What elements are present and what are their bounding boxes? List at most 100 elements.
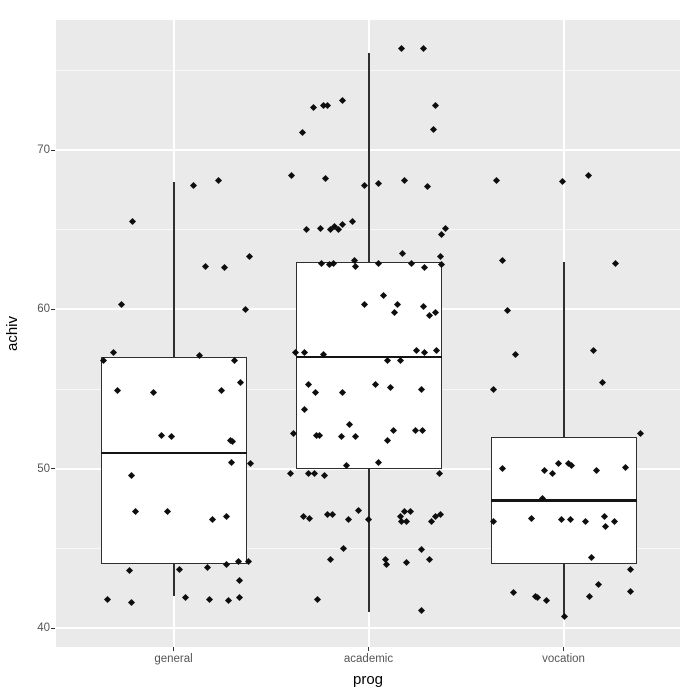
x-tick-mark-vocation: [563, 647, 564, 651]
jitter-point: [585, 592, 594, 600]
jitter-point: [498, 256, 507, 264]
jitter-point: [398, 250, 407, 258]
jitter-point: [636, 430, 645, 438]
jitter-point: [127, 598, 136, 607]
jitter-point: [338, 97, 347, 105]
y-tick-label-70: 70: [37, 144, 50, 157]
x-tick-mark-general: [173, 647, 174, 651]
jitter-point: [382, 560, 391, 568]
jitter-point: [626, 565, 635, 573]
jitter-point: [235, 594, 244, 602]
jitter-point: [374, 180, 383, 188]
whisker-upper-general: [172, 181, 175, 358]
jitter-point: [354, 506, 363, 514]
jitter-point: [321, 175, 330, 183]
median-vocation: [490, 499, 637, 502]
jitter-point: [246, 460, 255, 468]
jitter-point: [364, 516, 373, 524]
jitter-point: [558, 178, 567, 186]
jitter-point: [117, 301, 126, 309]
x-axis-title: prog: [352, 671, 384, 688]
jitter-point: [205, 595, 214, 603]
jitter-point: [419, 44, 428, 52]
jitter-point: [109, 348, 118, 356]
jitter-point: [313, 595, 322, 603]
y-axis-title: achiv: [4, 315, 21, 351]
jitter-point: [328, 511, 337, 519]
jitter-point: [431, 101, 440, 110]
jitter-point: [611, 259, 620, 267]
jitter-point: [310, 469, 319, 478]
jitter-point: [598, 379, 607, 387]
jitter-point: [400, 176, 409, 184]
plot-panel: [56, 20, 680, 647]
jitter-point: [441, 224, 450, 232]
jitter-point: [245, 253, 254, 261]
jitter-point: [492, 176, 501, 184]
y-tick-label-50: 50: [37, 462, 50, 475]
x-tick-label-general: general: [154, 653, 193, 665]
jitter-point: [203, 563, 212, 571]
x-tick-label-vocation: vocation: [542, 653, 585, 665]
jitter-point: [436, 253, 445, 261]
jitter-point: [305, 514, 314, 522]
jitter-point: [402, 559, 411, 567]
jitter-point: [503, 307, 512, 315]
jitter-point: [584, 172, 593, 180]
y-tick-label-40: 40: [37, 622, 50, 634]
jitter-point: [437, 230, 446, 239]
jitter-point: [125, 567, 134, 575]
jitter-point: [181, 594, 190, 602]
jitter-point: [302, 226, 311, 234]
y-tick-mark-70: [51, 149, 55, 151]
jitter-point: [286, 469, 295, 478]
whisker-upper-academic: [367, 52, 370, 262]
jitter-point: [323, 101, 332, 110]
jitter-point: [235, 576, 244, 584]
x-tick-mark-academic: [368, 647, 369, 651]
jitter-point: [309, 103, 318, 111]
whisker-upper-vocation: [562, 261, 565, 437]
jitter-point: [417, 546, 426, 554]
whisker-lower-vocation: [562, 564, 565, 617]
jitter-point: [423, 183, 432, 191]
jitter-point: [224, 597, 233, 605]
jitter-point: [339, 544, 348, 552]
jitter-point: [509, 589, 518, 597]
box-general: [100, 357, 247, 565]
whisker-lower-general: [172, 564, 175, 597]
jitter-point: [626, 587, 635, 595]
jitter-point: [214, 176, 223, 184]
jitter-point: [429, 125, 438, 133]
jitter-point: [128, 218, 137, 226]
median-academic: [295, 355, 442, 359]
y-tick-mark-50: [51, 468, 55, 470]
jitter-point: [589, 347, 598, 355]
y-tick-label-60: 60: [37, 303, 50, 316]
jitter-point: [241, 305, 250, 313]
jitter-point: [594, 581, 603, 589]
jitter-point: [175, 565, 184, 573]
jitter-point: [344, 516, 353, 524]
y-tick-mark-40: [51, 627, 55, 629]
jitter-point: [417, 606, 426, 615]
jitter-point: [220, 264, 229, 272]
jitter-point: [406, 508, 415, 516]
jitter-point: [542, 597, 551, 605]
jitter-point: [103, 595, 112, 603]
jitter-point: [348, 218, 357, 226]
jitter-point: [316, 224, 325, 232]
jitter-point: [425, 555, 434, 564]
jitter-point: [201, 262, 210, 270]
jitter-point: [320, 471, 329, 479]
y-tick-mark-60: [51, 308, 55, 310]
x-tick-label-academic: academic: [343, 653, 394, 665]
jitter-point: [511, 350, 520, 358]
jitter-point: [326, 555, 335, 564]
jitter-point: [287, 172, 296, 180]
jitter-point: [435, 469, 444, 478]
jitter-point: [402, 517, 411, 525]
jitter-point: [298, 129, 307, 137]
jitter-point: [189, 181, 198, 189]
